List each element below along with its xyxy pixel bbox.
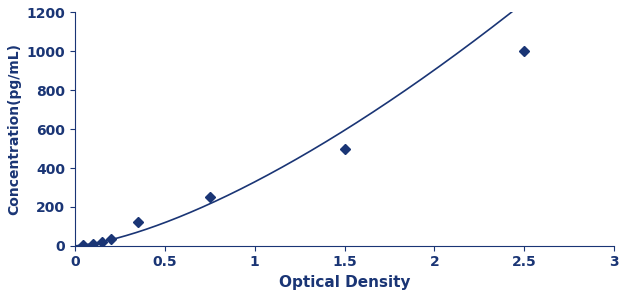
X-axis label: Optical Density: Optical Density (279, 275, 411, 290)
Y-axis label: Concentration(pg/mL): Concentration(pg/mL) (7, 43, 21, 215)
